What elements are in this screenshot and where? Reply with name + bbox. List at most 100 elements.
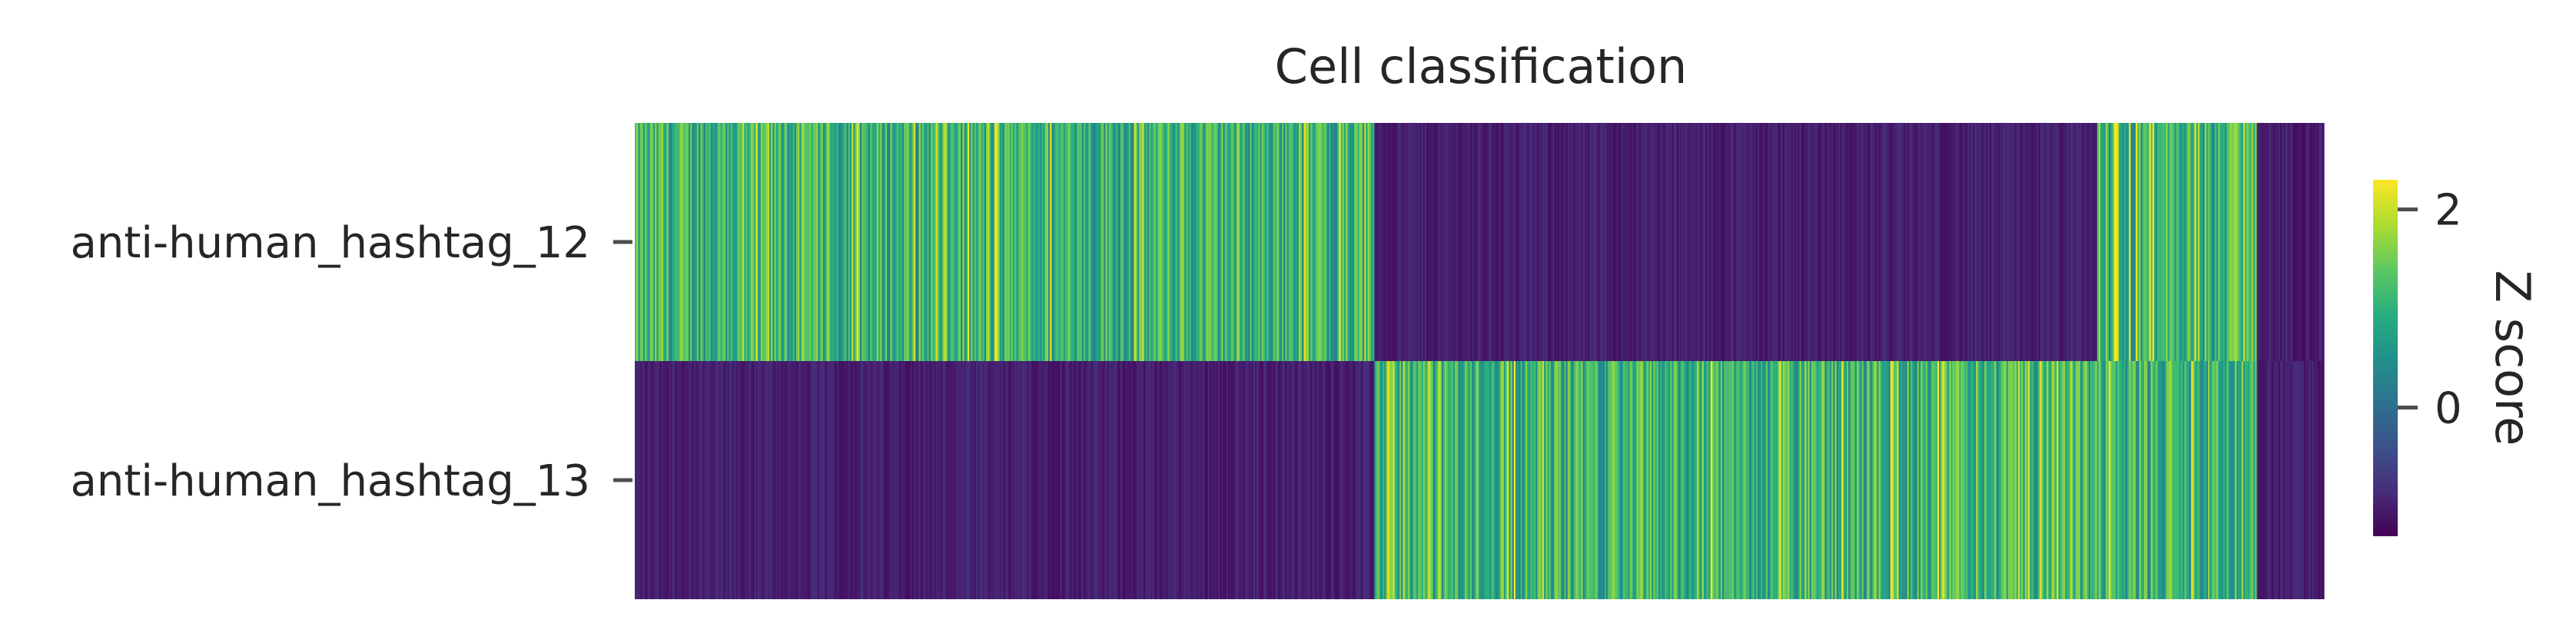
heatmap-cell	[1697, 123, 1700, 361]
heatmap-cell	[1396, 361, 1399, 599]
heatmap-cell	[1814, 123, 1817, 361]
heatmap-cell	[1549, 123, 1552, 361]
heatmap-cell	[1826, 123, 1829, 361]
heatmap-cell	[635, 123, 637, 361]
heatmap-cell	[2173, 123, 2175, 361]
heatmap-cell	[2270, 123, 2272, 361]
heatmap-cell	[2275, 123, 2278, 361]
heatmap-cell	[642, 123, 646, 361]
heatmap-cell	[1907, 361, 1910, 599]
heatmap-cell	[2211, 123, 2214, 361]
heatmap-cell	[971, 123, 974, 361]
heatmap-cell	[1157, 361, 1160, 599]
heatmap-cell	[1325, 123, 1328, 361]
heatmap-cell	[951, 361, 953, 599]
heatmap-cell	[1223, 361, 1226, 599]
heatmap-cell	[1142, 123, 1145, 361]
heatmap-cell	[1216, 123, 1219, 361]
heatmap-cell	[645, 361, 647, 599]
heatmap-cell	[1132, 123, 1135, 361]
heatmap-cell	[1435, 123, 1437, 361]
heatmap-cell	[1377, 123, 1380, 361]
heatmap-cell	[1367, 361, 1370, 599]
heatmap-cell	[1738, 123, 1741, 361]
heatmap-cell	[876, 123, 879, 361]
heatmap-cell	[1591, 123, 1594, 361]
heatmap-cell	[1575, 123, 1578, 361]
heatmap-cell	[1905, 361, 1908, 599]
heatmap-cell	[1970, 361, 1973, 599]
heatmap-cell	[1918, 361, 1921, 599]
heatmap-cell	[893, 361, 896, 599]
heatmap-cell	[742, 123, 745, 361]
heatmap-cell	[1172, 123, 1175, 361]
heatmap-cell	[1806, 123, 1809, 361]
heatmap-cell	[1574, 123, 1577, 361]
heatmap-cell	[1579, 123, 1582, 361]
heatmap-cell	[1843, 361, 1846, 599]
heatmap-cell	[1414, 361, 1417, 599]
heatmap-cell	[2189, 361, 2192, 599]
heatmap-cell	[795, 361, 798, 599]
heatmap-cell	[900, 123, 903, 361]
heatmap-cell	[772, 361, 775, 599]
heatmap-cell	[1273, 361, 1276, 599]
heatmap-cell	[1798, 123, 1801, 361]
heatmap-cell	[705, 123, 708, 361]
heatmap-cell	[1695, 123, 1698, 361]
heatmap-cell	[905, 123, 908, 361]
heatmap-cell	[838, 361, 841, 599]
heatmap-cell	[1406, 123, 1409, 361]
heatmap-cell	[2255, 123, 2258, 361]
heatmap-cell	[1720, 361, 1723, 599]
heatmap-cell	[2312, 123, 2315, 361]
heatmap-cell	[1305, 123, 1308, 361]
heatmap-cell	[1159, 123, 1162, 361]
heatmap-cell	[998, 123, 1001, 361]
heatmap-cell	[1947, 361, 1950, 599]
heatmap-cell	[1359, 123, 1362, 361]
heatmap-cell	[1621, 361, 1624, 599]
heatmap-cell	[2169, 123, 2172, 361]
heatmap-cell	[1648, 123, 1651, 361]
heatmap-cell	[1424, 123, 1427, 361]
heatmap-cell	[1875, 123, 1877, 361]
heatmap-cell	[795, 123, 798, 361]
heatmap-cell	[1994, 123, 1997, 361]
heatmap-cell	[1226, 361, 1229, 599]
heatmap-cell	[641, 361, 644, 599]
heatmap-cell	[1381, 123, 1383, 361]
heatmap-cell	[1081, 361, 1084, 599]
heatmap-cell	[1445, 361, 1447, 599]
heatmap-cell	[2253, 361, 2256, 599]
heatmap-cell	[2216, 361, 2219, 599]
heatmap-cell	[1894, 361, 1896, 599]
heatmap-cell	[1714, 123, 1716, 361]
heatmap-cell	[1019, 123, 1022, 361]
heatmap-cell	[2315, 123, 2318, 361]
heatmap-cell	[1908, 123, 1911, 361]
heatmap-cell	[1977, 123, 1980, 361]
heatmap-cell	[1021, 361, 1024, 599]
heatmap-cell	[1216, 361, 1219, 599]
heatmap-cell	[1244, 123, 1247, 361]
heatmap-cell	[1934, 361, 1937, 599]
heatmap-cell	[1050, 123, 1052, 361]
heatmap-cell	[828, 361, 831, 599]
heatmap-cell	[1830, 361, 1832, 599]
heatmap-cell	[1137, 361, 1140, 599]
heatmap-cell	[655, 123, 658, 361]
heatmap-cell	[678, 123, 681, 361]
heatmap-cell	[816, 361, 818, 599]
heatmap-cell	[1510, 361, 1513, 599]
heatmap-cell	[2310, 361, 2313, 599]
heatmap-cell	[1685, 361, 1688, 599]
heatmap-cell	[710, 361, 713, 599]
heatmap-cell	[1118, 361, 1121, 599]
heatmap-cell	[1850, 123, 1853, 361]
heatmap-cell	[1305, 361, 1308, 599]
heatmap-cell	[1857, 361, 1859, 599]
heatmap-cell	[1604, 361, 1607, 599]
heatmap-cell	[1572, 361, 1575, 599]
heatmap-cell	[853, 123, 856, 361]
